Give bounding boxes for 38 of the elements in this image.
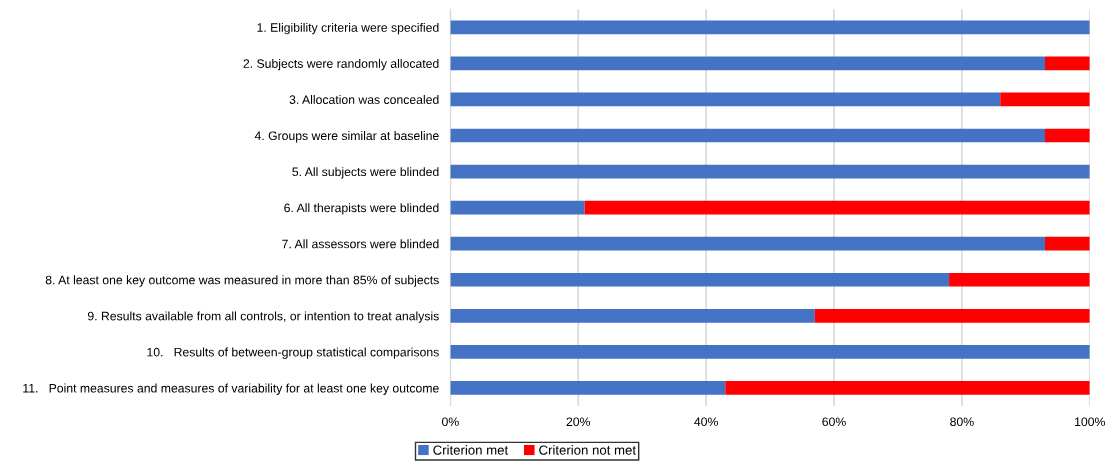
y-tick-label: 9. Results available from all controls, or intention to treat analysis — [87, 311, 439, 323]
bar — [450, 272, 950, 287]
x-tick-label: 20% — [566, 417, 591, 427]
y-tick-label: 2. Subjects were randomly allocated — [243, 58, 439, 71]
bar — [1045, 236, 1090, 251]
bar — [949, 272, 1090, 287]
y-tick-label: 7. All assessors were blinded — [282, 239, 439, 249]
bar — [450, 345, 1090, 359]
bar — [450, 381, 726, 395]
y-tick-label: 3. Allocation was concealed — [289, 95, 439, 104]
bar — [450, 164, 1090, 179]
x-tick-label: 80% — [950, 417, 974, 427]
bar — [450, 236, 1045, 251]
y-tick-label: 10. Results of between-group statistical comparisons — [147, 347, 439, 359]
x-tick-label: 60% — [822, 417, 846, 427]
legend-label: Criterion not met — [539, 445, 636, 455]
y-tick-label: 1. Eligibility criteria were specified — [257, 22, 439, 35]
bar — [584, 200, 1090, 215]
x-tick-label: 0% — [442, 417, 459, 427]
bar — [1000, 92, 1090, 107]
bar — [450, 128, 1045, 143]
bar — [814, 308, 1090, 323]
bar — [450, 56, 1045, 71]
x-tick-label: 40% — [694, 417, 718, 427]
legend-label: Criterion met — [433, 445, 509, 455]
y-tick-label: 8. At least one key outcome was measured in more than 85% of subjects — [45, 275, 439, 287]
bar — [450, 308, 815, 323]
y-tick-label: 6. All therapists were blinded — [284, 203, 439, 215]
y-tick-label: 5. All subjects were blinded — [292, 167, 439, 179]
bar — [450, 20, 1090, 35]
y-tick-label: 11. Point measures and measures of variability for at least one key outcome — [23, 383, 439, 395]
bar — [725, 381, 1090, 395]
x-tick-label: 100% — [1075, 417, 1105, 427]
bar — [450, 92, 1001, 107]
bar — [1045, 56, 1090, 71]
bar — [450, 200, 585, 215]
bar — [1045, 128, 1090, 143]
y-tick-label: 4. Groups were similar at baseline — [254, 131, 439, 143]
